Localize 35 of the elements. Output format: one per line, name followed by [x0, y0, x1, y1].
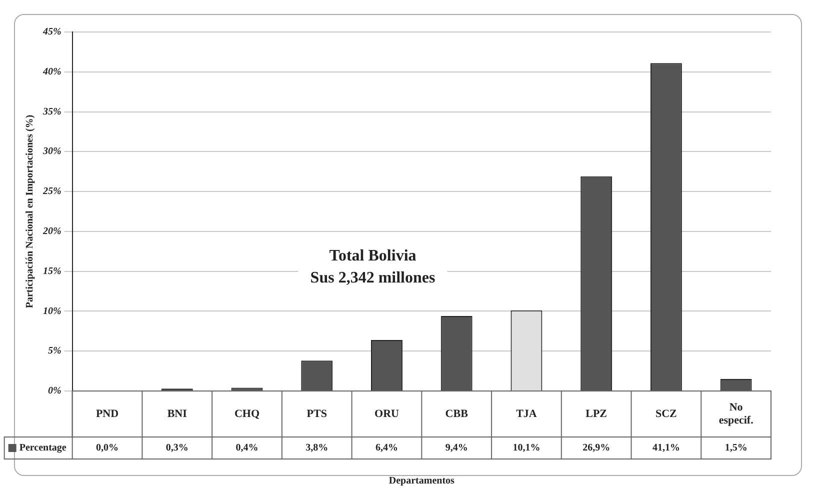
x-tick-label: LPZ	[586, 408, 608, 420]
y-tick-label: 20%	[42, 226, 62, 238]
data-label: 1,5%	[724, 442, 748, 454]
y-tick-label: 0%	[48, 386, 62, 397]
y-tick-label: 35%	[42, 106, 62, 118]
y-tick-label: 15%	[42, 266, 62, 277]
annotation: Sus 2,342 millones	[310, 269, 436, 286]
data-label: 0,3%	[166, 442, 188, 454]
annotation: Total Bolivia	[329, 247, 416, 264]
data-label: 6,4%	[375, 442, 398, 454]
data-label: 0,0%	[96, 442, 119, 454]
x-tick-label: CBB	[445, 408, 469, 420]
data-label: 41,1%	[652, 442, 680, 454]
x-tick-label: PTS	[306, 408, 327, 420]
x-tick-label: PND	[96, 408, 119, 420]
data-label: 9,4%	[445, 442, 468, 454]
x-tick-label: CHQ	[234, 408, 260, 420]
y-tick-label: 30%	[42, 146, 62, 158]
y-tick-label: 40%	[42, 66, 62, 78]
x-tick-label: TJA	[516, 408, 537, 420]
x-axis-title: Departamentos	[388, 476, 455, 487]
data-label: 10,1%	[512, 442, 540, 454]
y-tick-label: 5%	[48, 346, 62, 357]
x-tick-label: No especif.	[718, 401, 754, 426]
data-label: 26,9%	[582, 442, 610, 454]
data-label: 3,8%	[306, 442, 328, 454]
x-tick-label: ORU	[374, 408, 400, 420]
y-axis-title: Participación Nacional en Importaciones (%)	[24, 114, 36, 308]
data-label: 0,4%	[236, 442, 258, 454]
x-tick-label: BNI	[167, 408, 187, 420]
legend-label: Percentage	[19, 442, 67, 454]
y-tick-label: 10%	[42, 306, 62, 317]
x-tick-label: SCZ	[655, 408, 677, 420]
y-tick-label: 45%	[42, 26, 62, 38]
y-tick-label: 25%	[42, 186, 62, 198]
